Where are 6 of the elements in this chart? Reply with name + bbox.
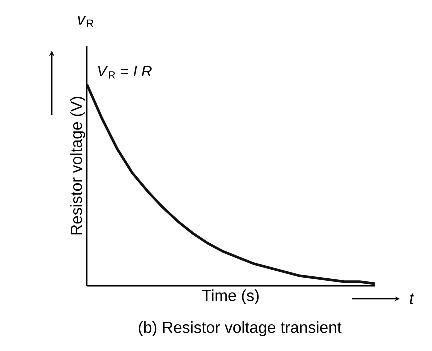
text: (b) Resistor voltage transient xyxy=(139,322,342,336)
text: t xyxy=(410,294,414,304)
text: V$_{R}$ = I R xyxy=(98,66,152,79)
text: v$_{R}$ xyxy=(78,16,94,28)
y-axis-title: Resistor voltage (V) xyxy=(70,97,86,235)
x-axis-title: Time (s) xyxy=(202,290,259,304)
